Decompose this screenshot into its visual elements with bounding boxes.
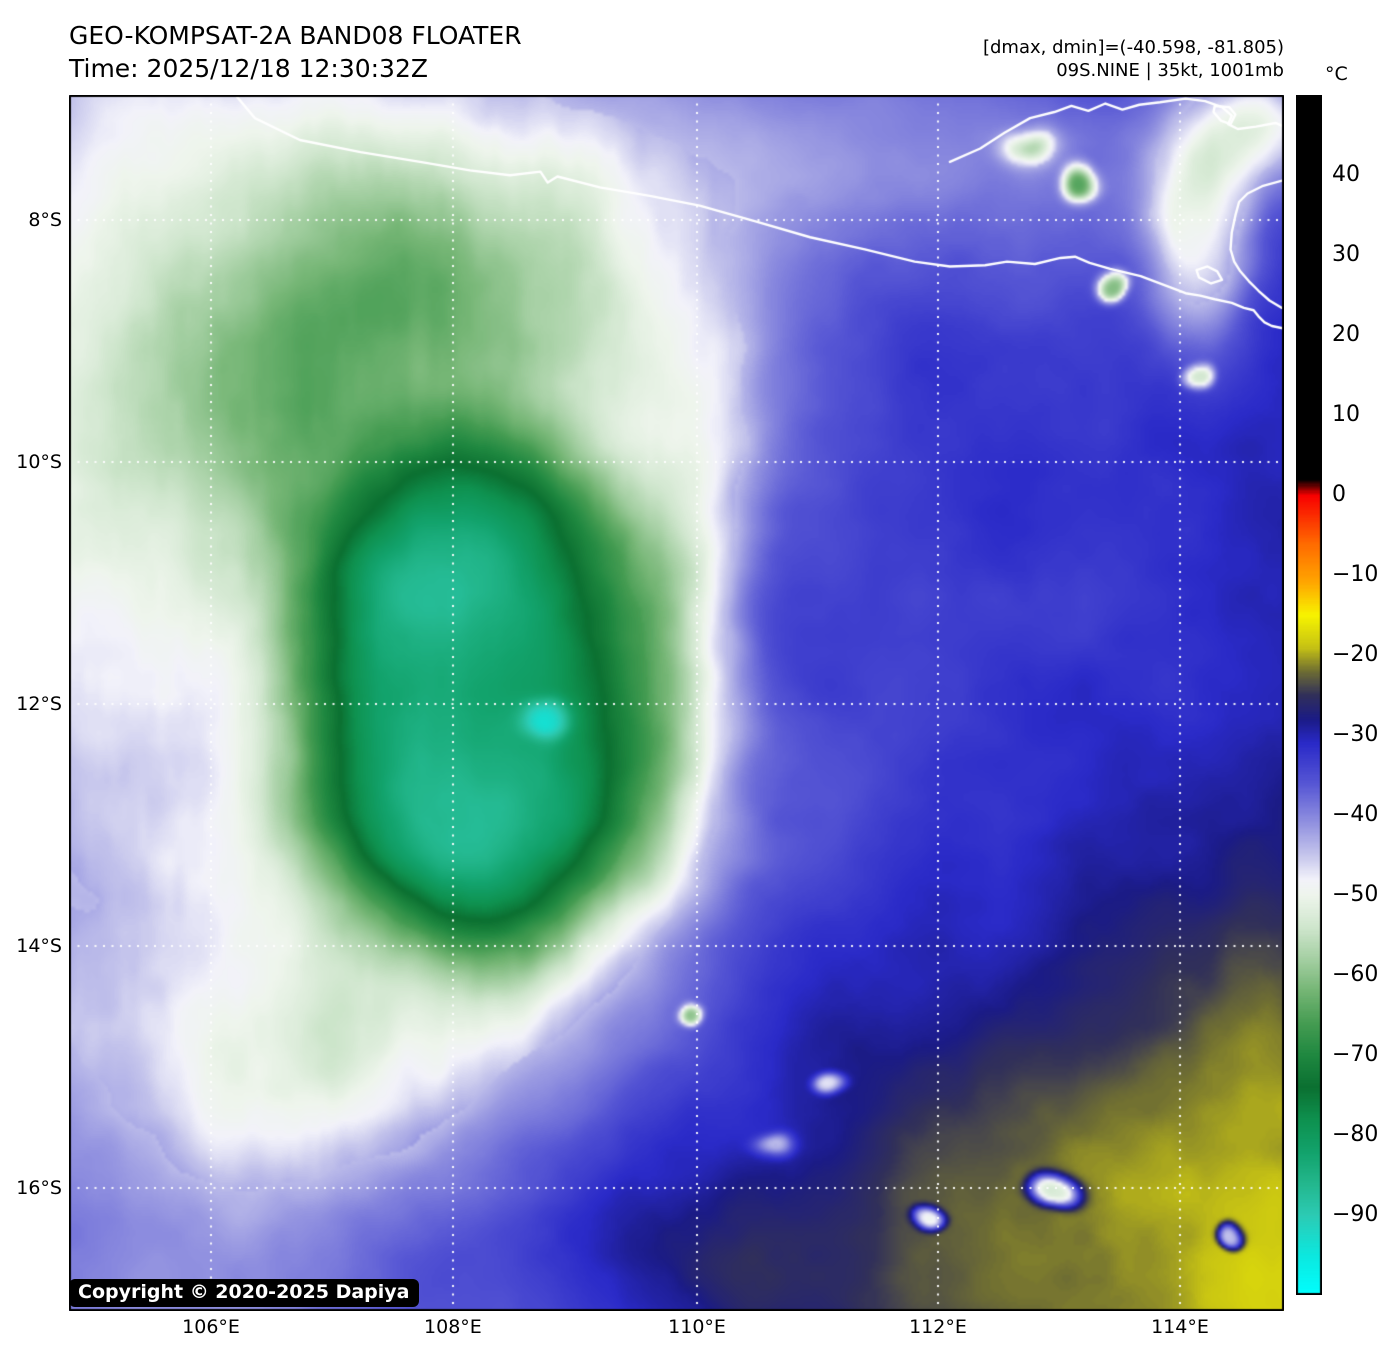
colorbar-tick-label: −10 xyxy=(1332,562,1379,587)
satellite-imagery-canvas xyxy=(69,95,1284,1311)
colorbar-tick-label: −40 xyxy=(1332,802,1379,827)
figure-time: Time: 2025/12/18 12:30:32Z xyxy=(69,54,428,83)
y-tick-label: 14°S xyxy=(16,935,62,958)
x-tick-label: 112°E xyxy=(909,1316,967,1338)
storm-readout: 09S.NINE | 35kt, 1001mb xyxy=(1056,60,1284,81)
colorbar-tick-label: 30 xyxy=(1332,242,1360,267)
map-area: Copyright © 2020-2025 Dapiya xyxy=(69,95,1284,1311)
figure-title: GEO-KOMPSAT-2A BAND08 FLOATER xyxy=(69,21,522,50)
x-tick-label: 110°E xyxy=(668,1316,726,1338)
colorbar-tick-label: 40 xyxy=(1332,162,1360,187)
colorbar-tick-label: −60 xyxy=(1332,962,1379,987)
colorbar-unit-label: °C xyxy=(1325,63,1348,85)
y-tick-label: 10°S xyxy=(16,450,62,473)
colorbar-tick-label: −70 xyxy=(1332,1042,1379,1067)
colorbar-tick-label: −30 xyxy=(1332,722,1379,747)
copyright-badge: Copyright © 2020-2025 Dapiya xyxy=(69,1279,420,1307)
y-tick-label: 12°S xyxy=(16,692,62,715)
y-tick-label: 16°S xyxy=(16,1177,62,1200)
colorbar-tick-label: −80 xyxy=(1332,1122,1379,1147)
annotation-block: [dmax, dmin]=(-40.598, -81.805) 09S.NINE… xyxy=(983,36,1284,82)
x-tick-label: 114°E xyxy=(1151,1316,1209,1338)
colorbar-tick-label: −50 xyxy=(1332,882,1379,907)
y-tick-label: 8°S xyxy=(28,209,62,231)
x-tick-label: 108°E xyxy=(424,1316,482,1338)
x-tick-label: 106°E xyxy=(182,1316,240,1338)
colorbar-tick-label: 0 xyxy=(1332,482,1346,507)
dmax-dmin-readout: [dmax, dmin]=(-40.598, -81.805) xyxy=(982,37,1284,58)
colorbar-tick-label: 20 xyxy=(1332,322,1360,347)
colorbar-tick-label: 10 xyxy=(1332,402,1360,427)
colorbar-tick-label: −90 xyxy=(1332,1202,1379,1227)
colorbar xyxy=(1296,95,1322,1295)
colorbar-tick-label: −20 xyxy=(1332,642,1379,667)
